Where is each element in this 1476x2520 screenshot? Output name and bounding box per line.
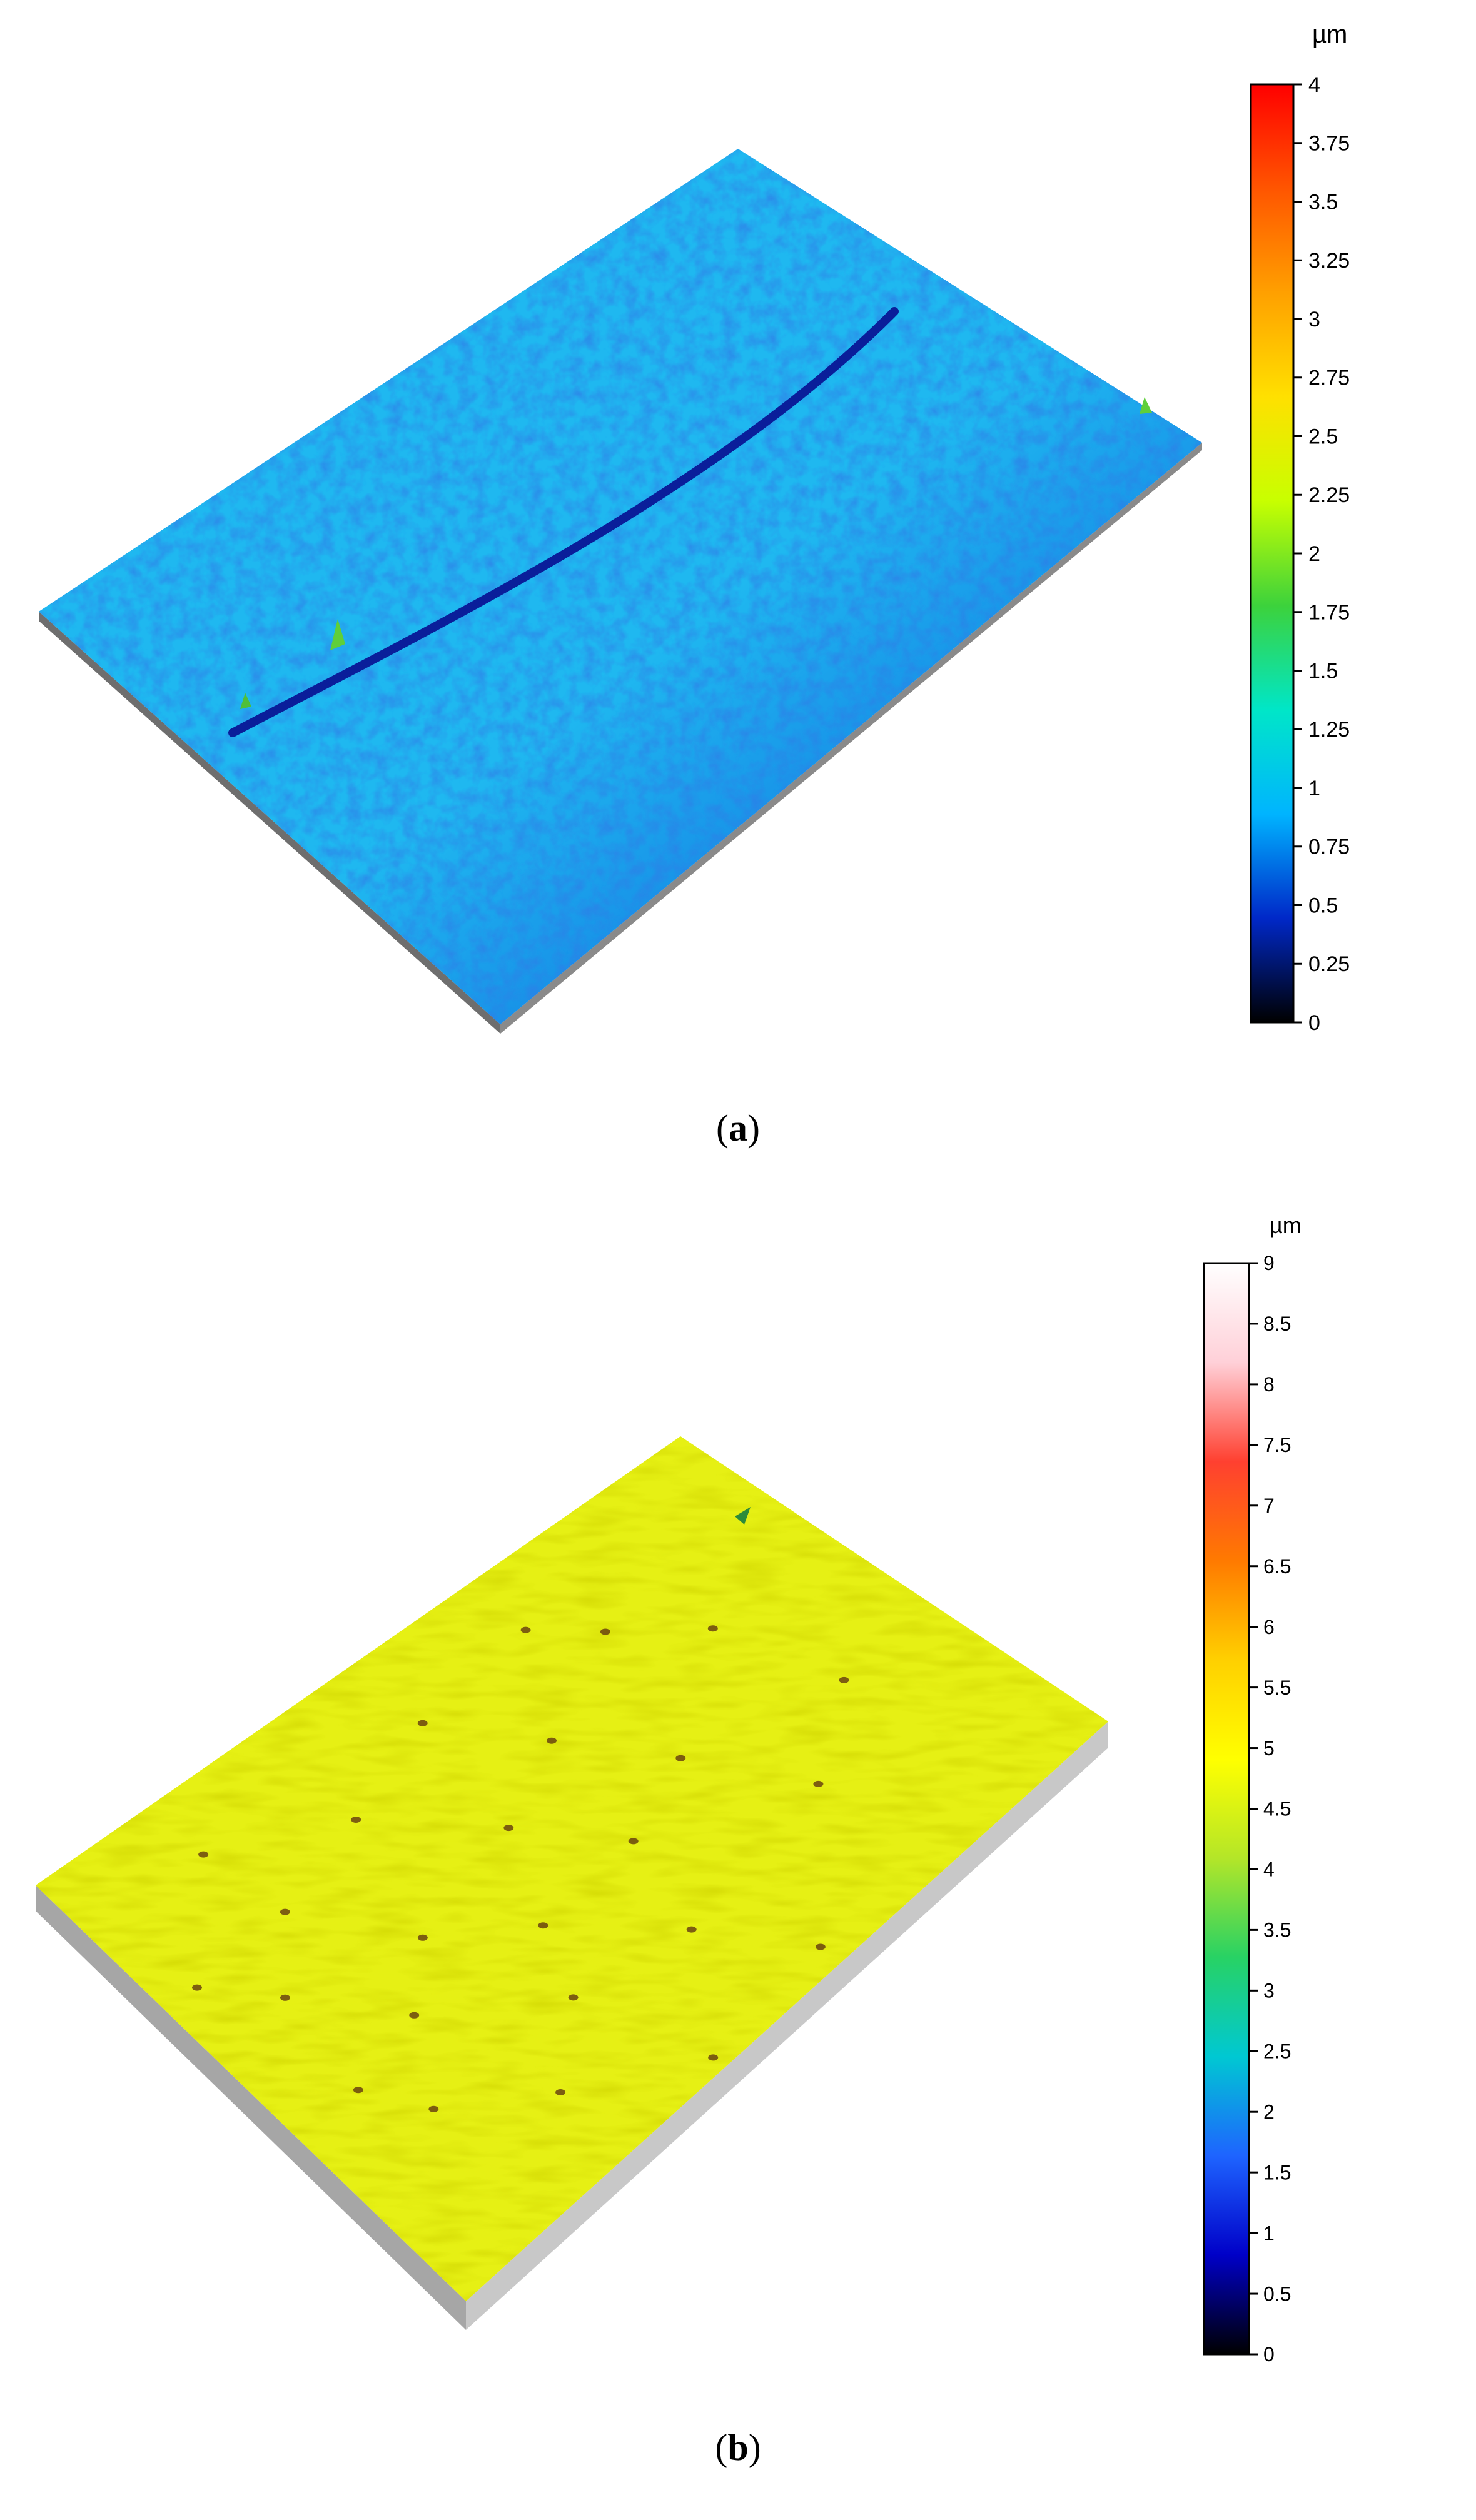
surface-pit bbox=[417, 1720, 428, 1726]
panel-a: 4 3.75 3.5 3.25 3 2.75 2.5 2.25 2 1.75 1.5 1.25 1 0.7… bbox=[0, 0, 1476, 1188]
scale-tick-label: 0.75 bbox=[1308, 835, 1350, 859]
scale-tick-label: 2.75 bbox=[1308, 366, 1350, 390]
surface-pit bbox=[547, 1737, 557, 1744]
surface-pit bbox=[628, 1838, 639, 1845]
scale-tick-label: 1.5 bbox=[1263, 2161, 1291, 2184]
scale-tick-label: 2.5 bbox=[1263, 2040, 1291, 2062]
surface-pit bbox=[568, 1994, 579, 2001]
scale-tick-label: 3.5 bbox=[1263, 1919, 1291, 1942]
scale-tick-label: 2 bbox=[1308, 542, 1320, 566]
panel-b: 9 8.5 8 7.5 7 6.5 6 5.5 5 4.5 4 3.5 3 2.5 2 1.5 1 0.5 0 µm… bbox=[0, 1188, 1476, 2520]
scale-tick-label: 3.25 bbox=[1308, 249, 1350, 273]
scale-tick-label: 1.5 bbox=[1308, 659, 1338, 683]
surface-pit bbox=[280, 1994, 290, 2001]
scale-tick-label: 4 bbox=[1263, 1858, 1275, 1881]
scale-tick-label: 1.25 bbox=[1308, 718, 1350, 742]
surface-pit bbox=[813, 1780, 824, 1787]
surface-pit bbox=[353, 2087, 363, 2094]
surface-pit bbox=[417, 1934, 428, 1941]
scale-tick-label: 5 bbox=[1263, 1737, 1275, 1760]
scale-tick-label: 8 bbox=[1263, 1373, 1275, 1396]
surface-a-groove bbox=[228, 307, 899, 737]
scale-tick-label: 3 bbox=[1308, 308, 1320, 331]
panel-b-graphic: 9 8.5 8 7.5 7 6.5 6 5.5 5 4.5 4 3.5 3 2.5 2 1.5 1 0.5 0 µm bbox=[36, 1212, 1302, 2366]
surface-pit bbox=[351, 1817, 361, 1823]
scale-tick-label: 8.5 bbox=[1263, 1313, 1291, 1335]
surface-b-side-right bbox=[466, 1721, 1108, 2330]
surface-pit bbox=[409, 2012, 420, 2019]
surface-pit bbox=[198, 1851, 209, 1858]
scale-tick-label: 7.5 bbox=[1263, 1434, 1291, 1456]
color-scale-b-bar bbox=[1203, 1262, 1250, 2356]
surface-pit bbox=[708, 2054, 719, 2061]
scale-tick-label: 3.5 bbox=[1308, 190, 1338, 214]
scale-tick-label: 3.75 bbox=[1308, 132, 1350, 156]
scale-tick-label: 0.25 bbox=[1308, 952, 1350, 976]
caption-b: (b) bbox=[715, 2427, 761, 2468]
surface-pit bbox=[707, 1625, 718, 1632]
scale-tick-label: 6 bbox=[1263, 1616, 1275, 1638]
scale-tick-label: 0.5 bbox=[1308, 894, 1338, 917]
caption-a: (a) bbox=[716, 1107, 760, 1149]
scale-tick-label: 7 bbox=[1263, 1494, 1275, 1517]
scale-tick-label: 1 bbox=[1263, 2222, 1275, 2244]
surface-b-side bbox=[36, 1885, 466, 2330]
surface-pit bbox=[503, 1825, 514, 1832]
particle-b-1 bbox=[735, 1507, 751, 1525]
surface-pit bbox=[686, 1926, 697, 1933]
particle-a-2 bbox=[1140, 397, 1152, 414]
scale-tick-label: 5.5 bbox=[1263, 1676, 1291, 1699]
surface-pit bbox=[538, 1922, 548, 1929]
surface-pit bbox=[555, 2089, 566, 2095]
particle-a-3 bbox=[240, 693, 251, 709]
surface-a-side-right bbox=[500, 443, 1202, 1034]
scale-tick-label: 1 bbox=[1308, 777, 1320, 800]
surface-pit bbox=[839, 1676, 849, 1683]
surface-pit bbox=[815, 1943, 826, 1950]
scale-tick-label: 1.75 bbox=[1308, 601, 1350, 625]
scale-tick-label: 0 bbox=[1308, 1011, 1320, 1035]
color-scale-b-unit: µm bbox=[1270, 1212, 1302, 1238]
surface-a-side bbox=[39, 612, 500, 1034]
surface-pit bbox=[280, 1908, 290, 1915]
panel-a-graphic: 4 3.75 3.5 3.25 3 2.75 2.5 2.25 2 1.75 1.5 1.25 1 0.7… bbox=[39, 21, 1350, 1035]
scale-tick-label: 0.5 bbox=[1263, 2282, 1291, 2305]
scale-tick-label: 0 bbox=[1263, 2343, 1275, 2366]
scale-tick-label: 3 bbox=[1263, 1980, 1275, 2002]
scale-tick-label: 9 bbox=[1263, 1252, 1275, 1274]
color-scale-a-unit: µm bbox=[1312, 21, 1347, 48]
particle-a-1 bbox=[330, 619, 345, 650]
scale-tick-label: 6.5 bbox=[1263, 1555, 1291, 1578]
color-scale-a-bar bbox=[1250, 83, 1295, 1024]
surface-a-texture bbox=[39, 149, 1202, 1024]
scale-tick-label: 2.5 bbox=[1308, 425, 1338, 448]
surface-pit bbox=[600, 1628, 610, 1635]
surface-pit bbox=[675, 1755, 686, 1761]
scale-tick-label: 2 bbox=[1263, 2100, 1275, 2123]
scale-tick-label: 4.5 bbox=[1263, 1798, 1291, 1820]
surface-b-texture bbox=[36, 1436, 1108, 2301]
surface-b-pits bbox=[192, 1507, 849, 2112]
color-scale-a: 4 3.75 3.5 3.25 3 2.75 2.5 2.25 2 1.75 1.5 1.25 1 0.7… bbox=[1250, 73, 1350, 1035]
surface-pit bbox=[192, 1984, 202, 1991]
surface-pit bbox=[428, 2105, 439, 2112]
scale-tick-label: 2.25 bbox=[1308, 483, 1350, 507]
color-scale-b: 9 8.5 8 7.5 7 6.5 6 5.5 5 4.5 4 3.5 3 2.5 2 1.5 1 0.5 0 bbox=[1203, 1252, 1291, 2366]
scale-tick-label: 4 bbox=[1308, 73, 1320, 97]
surface-pit bbox=[520, 1626, 531, 1633]
